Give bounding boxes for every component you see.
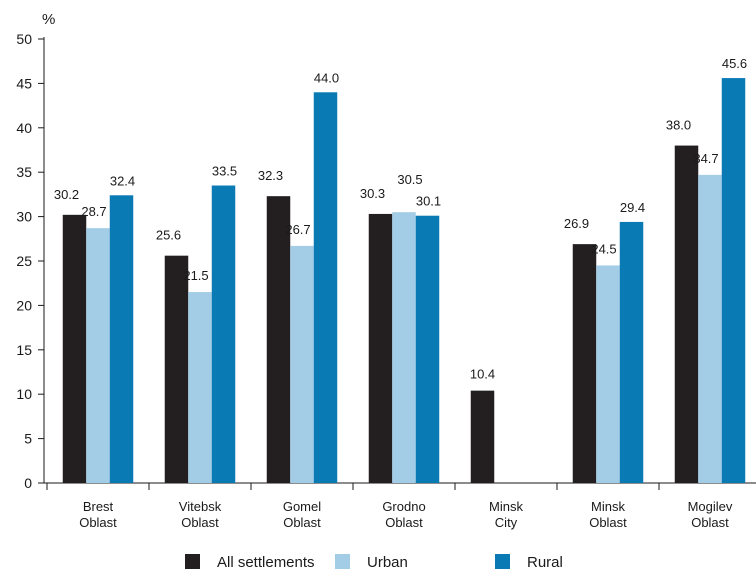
bar — [721, 78, 746, 484]
y-tick-label: 20 — [16, 297, 32, 313]
bar — [164, 255, 189, 483]
bar — [619, 221, 644, 484]
bar — [470, 390, 495, 483]
data-label: 30.5 — [397, 172, 422, 187]
bar — [188, 292, 212, 483]
bar — [109, 195, 134, 483]
y-tick-label: 0 — [24, 475, 32, 491]
x-category-label-line: Oblast — [181, 515, 219, 530]
data-label-group: 30.2 25.6 32.3 30.3 10.4 26.9 38.0 28.7 21.5 26.7… — [54, 56, 747, 382]
x-category-label-line: Gomel — [283, 499, 321, 514]
data-label: 45.6 — [722, 56, 747, 71]
bar — [86, 228, 110, 483]
x-category-label-line: Brest — [83, 499, 114, 514]
x-category-label-line: City — [495, 515, 518, 530]
x-category-label-line: Oblast — [385, 515, 423, 530]
y-tick-label: 45 — [16, 75, 32, 91]
data-label: 26.7 — [285, 222, 310, 237]
bar — [313, 92, 338, 483]
bar — [211, 185, 236, 483]
bar — [698, 174, 722, 483]
x-category-label: Mogilev Oblast — [688, 499, 733, 530]
data-label: 38.0 — [666, 118, 691, 133]
x-category-label-line: Oblast — [283, 515, 321, 530]
x-category-label-line: Minsk — [489, 499, 523, 514]
bar — [392, 212, 416, 483]
x-category-label-line: Minsk — [591, 499, 625, 514]
legend-label: Rural — [527, 554, 563, 571]
bar-series-group — [62, 78, 746, 484]
x-category-label: Brest Oblast — [79, 499, 117, 530]
x-category-label-line: Oblast — [79, 515, 117, 530]
legend-label: Urban — [367, 554, 408, 571]
bar — [596, 265, 620, 483]
bar — [368, 213, 393, 483]
data-label: 26.9 — [564, 216, 589, 231]
data-label: 30.2 — [54, 187, 79, 202]
data-label: 25.6 — [156, 228, 181, 243]
data-label: 10.4 — [470, 367, 495, 382]
legend-swatch — [335, 554, 350, 569]
data-label: 34.7 — [693, 151, 718, 166]
data-label: 28.7 — [81, 204, 106, 219]
x-category-label: Grodno Oblast — [382, 499, 425, 530]
bar — [415, 215, 440, 483]
legend: All settlements Urban Rural — [185, 554, 563, 571]
y-tick-label: 5 — [24, 431, 32, 447]
y-axis-unit-label: % — [42, 11, 55, 28]
legend-swatch — [185, 554, 200, 569]
legend-label: All settlements — [217, 554, 315, 571]
data-label: 24.5 — [591, 241, 616, 256]
y-tick-label: 35 — [16, 164, 32, 180]
bar — [290, 245, 314, 483]
bar — [266, 196, 291, 483]
y-axis: 0 5 10 15 20 25 30 35 40 45 50 — [16, 31, 45, 491]
legend-swatch — [495, 554, 510, 569]
x-category-label-line: Vitebsk — [179, 499, 222, 514]
x-category-label: Gomel Oblast — [283, 499, 321, 530]
x-category-label: Minsk Oblast — [589, 499, 627, 530]
data-label: 30.1 — [416, 194, 441, 209]
x-category-label: Minsk City — [489, 499, 523, 530]
data-label: 29.4 — [620, 200, 645, 215]
data-label: 21.5 — [183, 268, 208, 283]
bar — [572, 244, 597, 483]
x-category-label-line: Mogilev — [688, 499, 733, 514]
data-label: 30.3 — [360, 186, 385, 201]
bar — [674, 145, 699, 483]
y-tick-label: 15 — [16, 342, 32, 358]
y-tick-label: 10 — [16, 386, 32, 402]
data-label: 33.5 — [212, 164, 237, 179]
x-category-label-line: Oblast — [691, 515, 729, 530]
x-category-label-line: Grodno — [382, 499, 425, 514]
y-tick-label: 30 — [16, 209, 32, 225]
x-category-label-line: Oblast — [589, 515, 627, 530]
x-category-label: Vitebsk Oblast — [179, 499, 222, 530]
data-label: 32.3 — [258, 168, 283, 183]
bar — [62, 214, 87, 483]
y-tick-label: 25 — [16, 253, 32, 269]
data-label: 32.4 — [110, 173, 135, 188]
y-tick-label: 40 — [16, 120, 32, 136]
y-tick-label: 50 — [16, 31, 32, 47]
data-label: 44.0 — [314, 70, 339, 85]
